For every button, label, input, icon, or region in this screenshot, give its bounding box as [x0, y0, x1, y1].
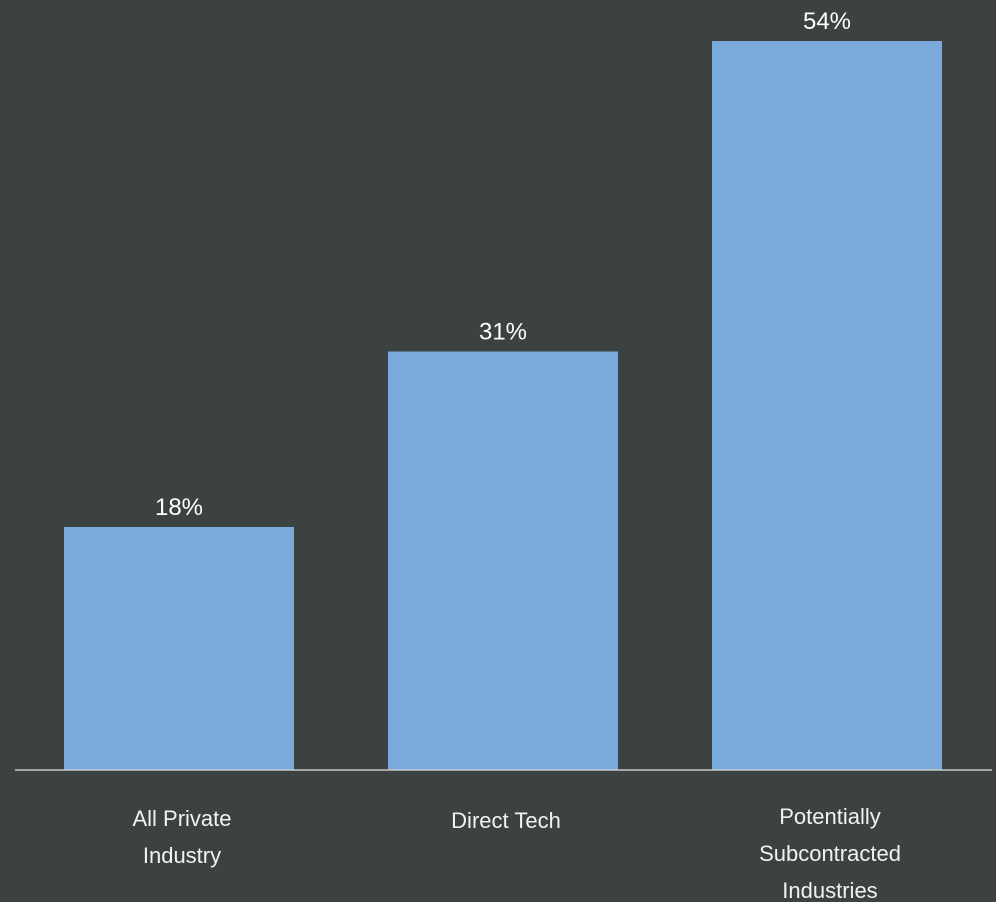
category-label-2-line-2: Industries [782, 878, 877, 902]
bar-0 [64, 527, 294, 770]
category-label-0: All Private Industry [132, 806, 231, 868]
data-label-0: 18% [155, 494, 203, 521]
bar-2 [712, 41, 942, 770]
data-label-2: 54% [803, 8, 851, 35]
data-label-1: 31% [479, 319, 527, 346]
data-labels-group: 18% 31% 54% [155, 8, 851, 521]
category-label-2: Potentially Subcontracted Industries [759, 804, 901, 902]
category-label-1-line-0: Direct Tech [451, 808, 561, 833]
category-label-2-line-1: Subcontracted [759, 841, 901, 866]
bars-group [64, 41, 942, 770]
category-label-2-line-0: Potentially [779, 804, 881, 829]
bar-1 [388, 351, 618, 770]
category-label-1: Direct Tech [451, 808, 561, 833]
category-labels-group: All Private Industry Direct Tech Potentiall… [132, 804, 900, 902]
category-label-0-line-1: Industry [143, 843, 221, 868]
category-label-0-line-0: All Private [132, 806, 231, 831]
